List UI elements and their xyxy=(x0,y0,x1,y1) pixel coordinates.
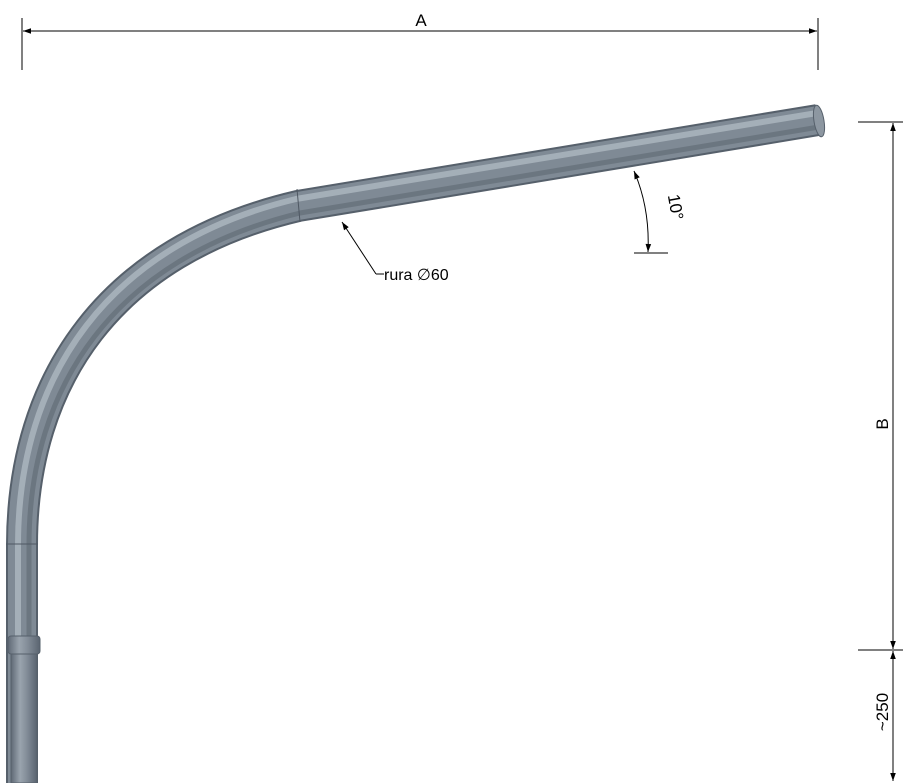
base-pipe xyxy=(10,651,38,783)
seam-bend-end xyxy=(296,188,301,223)
dim-a-label: A xyxy=(415,11,427,30)
dim-base-label: ~250 xyxy=(873,693,892,731)
tube-outline xyxy=(6,104,821,783)
tube-callout xyxy=(341,221,384,275)
tube-shadow xyxy=(26,124,820,783)
tube xyxy=(6,104,826,783)
callout-label: rura ∅60 xyxy=(384,267,449,284)
tube-body xyxy=(8,106,821,783)
pipe-collar xyxy=(7,635,41,655)
tube-end-cap xyxy=(812,104,826,138)
angle-label: 10° xyxy=(664,193,687,222)
angle-arc xyxy=(633,170,652,253)
angle-dimension xyxy=(633,170,668,254)
dimension-a xyxy=(21,18,819,70)
tube-highlight xyxy=(15,110,818,783)
callout-leader xyxy=(341,221,377,275)
dimension-b xyxy=(858,121,903,651)
dim-b-label: B xyxy=(873,418,892,429)
